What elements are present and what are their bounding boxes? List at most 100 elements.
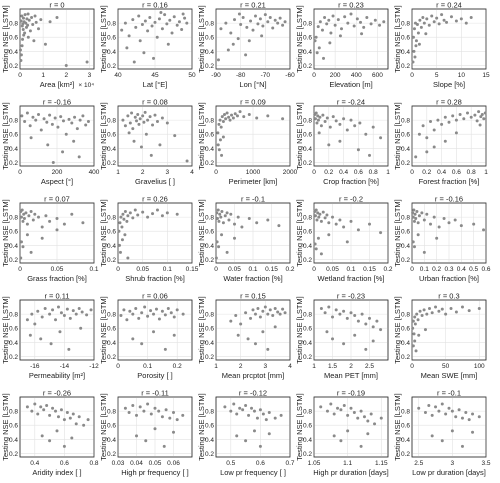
data-point (20, 44, 24, 48)
x-exponent-label: × 10⁴ (78, 82, 94, 89)
data-point (85, 313, 89, 317)
data-point (126, 114, 130, 118)
x-axis-label: Crop fraction [%] (323, 177, 379, 186)
data-point (117, 243, 121, 247)
data-point (39, 128, 43, 132)
y-axis-label: Testing NSE [LSTM] (1, 102, 10, 170)
data-point (21, 22, 25, 26)
data-point (358, 121, 362, 125)
data-point (27, 214, 31, 218)
data-point (55, 228, 59, 232)
data-point (142, 409, 146, 413)
data-point (462, 117, 466, 121)
data-point (412, 219, 416, 223)
data-point (469, 15, 473, 19)
data-point (19, 59, 23, 63)
data-point (217, 219, 221, 223)
data-point (42, 408, 46, 412)
data-point (141, 114, 145, 118)
data-point (279, 413, 283, 417)
data-point (219, 125, 223, 129)
data-point (138, 117, 142, 121)
y-tick-label: 0.2 (401, 160, 410, 167)
data-point (62, 418, 66, 422)
data-point (128, 309, 132, 313)
x-tick-label: 1.5 (328, 363, 337, 370)
y-tick-label: 0.8 (205, 409, 214, 416)
data-point (134, 25, 138, 29)
data-point (413, 212, 417, 216)
x-tick-label: 1.1 (343, 460, 352, 467)
data-point (260, 34, 264, 38)
data-point (214, 256, 218, 260)
data-point (217, 245, 221, 249)
data-point (459, 17, 463, 21)
data-point (412, 49, 416, 53)
y-tick-label: 0.6 (107, 229, 116, 236)
data-point (453, 218, 457, 222)
data-point (135, 413, 138, 417)
data-point (139, 145, 143, 149)
data-point (267, 432, 271, 436)
data-point (168, 416, 172, 420)
data-point (132, 139, 136, 143)
panel-title: r = 0 (49, 1, 64, 10)
x-axis-label: Lat [°E] (143, 80, 168, 89)
data-point (429, 222, 432, 226)
data-point (423, 328, 427, 332)
data-point (339, 408, 343, 412)
data-point (125, 46, 129, 50)
data-point (412, 208, 416, 212)
panel-title: r = -0.16 (43, 98, 71, 107)
data-point (162, 444, 166, 448)
plot-border (117, 105, 193, 167)
data-point (148, 15, 152, 19)
data-point (65, 307, 69, 311)
data-point (225, 111, 229, 115)
data-point (25, 222, 29, 226)
data-point (136, 213, 140, 217)
x-tick-label: 1 (214, 363, 218, 370)
x-axis-label: Gravelius [ ] (135, 177, 175, 186)
data-point (413, 55, 417, 59)
data-point (319, 219, 323, 223)
data-point (137, 122, 141, 126)
y-tick-label: 0.4 (205, 146, 214, 153)
data-point (356, 148, 360, 152)
data-point (323, 15, 327, 19)
x-tick-label: 50 (188, 72, 196, 79)
data-point (133, 208, 137, 212)
data-point (43, 306, 47, 310)
data-point (164, 408, 168, 412)
data-point (165, 121, 169, 125)
x-tick-label: 0.04 (130, 460, 143, 467)
data-point (475, 119, 479, 123)
data-point (331, 115, 335, 119)
y-tick-label: 0.8 (401, 118, 410, 125)
data-point (251, 28, 255, 32)
data-point (256, 306, 260, 310)
data-point (412, 245, 416, 249)
y-tick-label: 0.6 (205, 35, 214, 42)
x-tick-label: 4 (190, 169, 194, 176)
data-point (138, 39, 142, 43)
y-tick-label: 0.6 (205, 423, 214, 430)
data-point (131, 403, 135, 407)
y-tick-label: 0.6 (205, 229, 214, 236)
data-point (315, 51, 319, 55)
data-point (273, 18, 277, 22)
data-point (244, 53, 248, 57)
y-tick-label: 0.6 (107, 35, 116, 42)
y-tick-label: 0.8 (107, 215, 116, 222)
panel-7: 0.2 0.4 0.6 0.8 1 2 3 4 r = 0.08 Gravelius [ ] Tes… (99, 98, 194, 187)
data-point (317, 215, 321, 219)
x-tick-label: 0.05 (326, 266, 339, 273)
plot-border (411, 105, 487, 167)
x-tick-label: 0.1 (143, 363, 152, 370)
data-point (454, 118, 458, 122)
y-tick-label: 0.4 (401, 340, 410, 347)
data-point (229, 212, 233, 216)
data-point (30, 409, 34, 413)
data-point (258, 17, 262, 21)
data-point (31, 218, 35, 222)
